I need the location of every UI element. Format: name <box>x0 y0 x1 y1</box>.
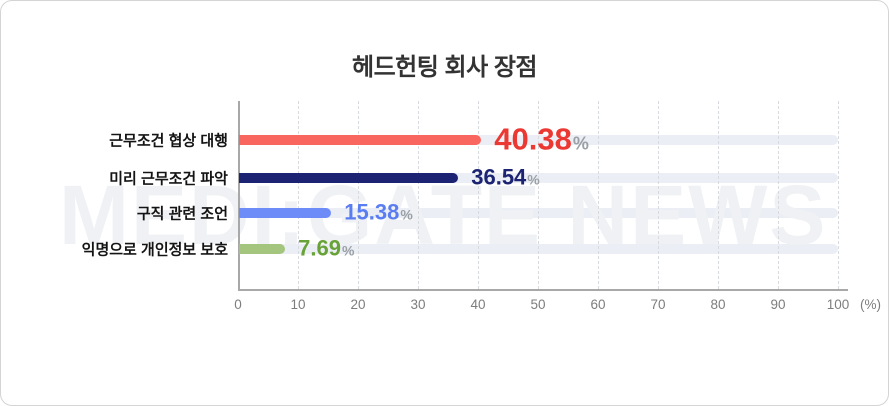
gridline <box>538 101 539 289</box>
bar <box>239 135 482 145</box>
category-label: 익명으로 개인정보 보호 <box>81 241 228 258</box>
x-tick-label: 0 <box>234 297 242 312</box>
value-number: 15.38 <box>344 199 400 225</box>
x-axis-ticks: (%) 0 10 20 30 40 50 60 70 80 90 100 <box>234 297 881 317</box>
value-unit: % <box>400 206 413 223</box>
x-tick-label: 90 <box>770 297 786 312</box>
gridline <box>478 101 479 289</box>
chart-title: 헤드헌팅 회사 장점 <box>352 54 537 81</box>
value-number: 7.69 <box>298 234 341 260</box>
gridline <box>658 101 659 289</box>
x-tick-label: 20 <box>350 297 366 312</box>
x-tick-label: 40 <box>470 297 486 312</box>
value-label: 40.38% <box>494 121 589 157</box>
bar <box>239 243 286 254</box>
value-number: 40.38 <box>494 121 572 157</box>
gridline <box>838 101 839 289</box>
x-tick-label: 60 <box>590 297 606 312</box>
category-label: 구직 관련 조언 <box>136 205 228 223</box>
x-tick-label: 80 <box>710 297 726 312</box>
gridline <box>418 101 419 289</box>
x-tick-label: 10 <box>290 297 306 312</box>
gridline <box>778 101 779 289</box>
watermark-text: MEDI:GATE NEWS <box>59 168 828 262</box>
x-tick-label: 50 <box>530 297 546 312</box>
gridline <box>598 101 599 289</box>
bar <box>239 208 332 218</box>
gridline <box>718 101 719 289</box>
gridline <box>298 101 299 289</box>
value-unit: % <box>527 170 540 187</box>
value-label: 15.38% <box>344 199 413 225</box>
category-label: 미리 근무조건 파악 <box>109 170 228 187</box>
value-unit: % <box>572 133 589 154</box>
category-label: 근무조건 협상 대행 <box>109 132 228 150</box>
value-unit: % <box>341 241 355 258</box>
plot-area: 40.38% 36.54% 15.38% 7.69% (%) 0 10 20 30 40 50 6… <box>234 101 881 331</box>
bar <box>239 172 459 183</box>
x-axis-unit-label: (%) <box>860 297 881 312</box>
value-label: 7.69% <box>298 235 354 261</box>
value-label: 36.54% <box>471 164 540 190</box>
gridline <box>358 101 359 289</box>
x-axis-line <box>238 289 848 291</box>
y-axis-line <box>238 101 240 291</box>
x-tick-label: 30 <box>410 297 426 312</box>
x-tick-label: 70 <box>650 297 666 312</box>
value-number: 36.54 <box>471 163 527 189</box>
x-tick-label: 100 <box>826 297 850 312</box>
